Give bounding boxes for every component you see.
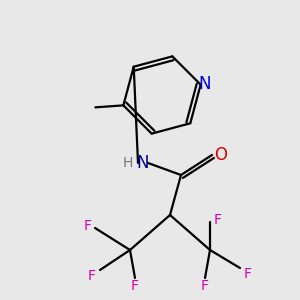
Text: N: N	[137, 154, 149, 172]
Text: F: F	[131, 279, 139, 293]
Text: N: N	[198, 75, 211, 93]
Text: F: F	[84, 219, 92, 233]
Text: F: F	[244, 267, 252, 281]
Text: F: F	[88, 269, 96, 283]
Text: H: H	[123, 156, 133, 170]
Text: F: F	[201, 279, 209, 293]
Text: O: O	[214, 146, 227, 164]
Text: F: F	[214, 213, 222, 227]
